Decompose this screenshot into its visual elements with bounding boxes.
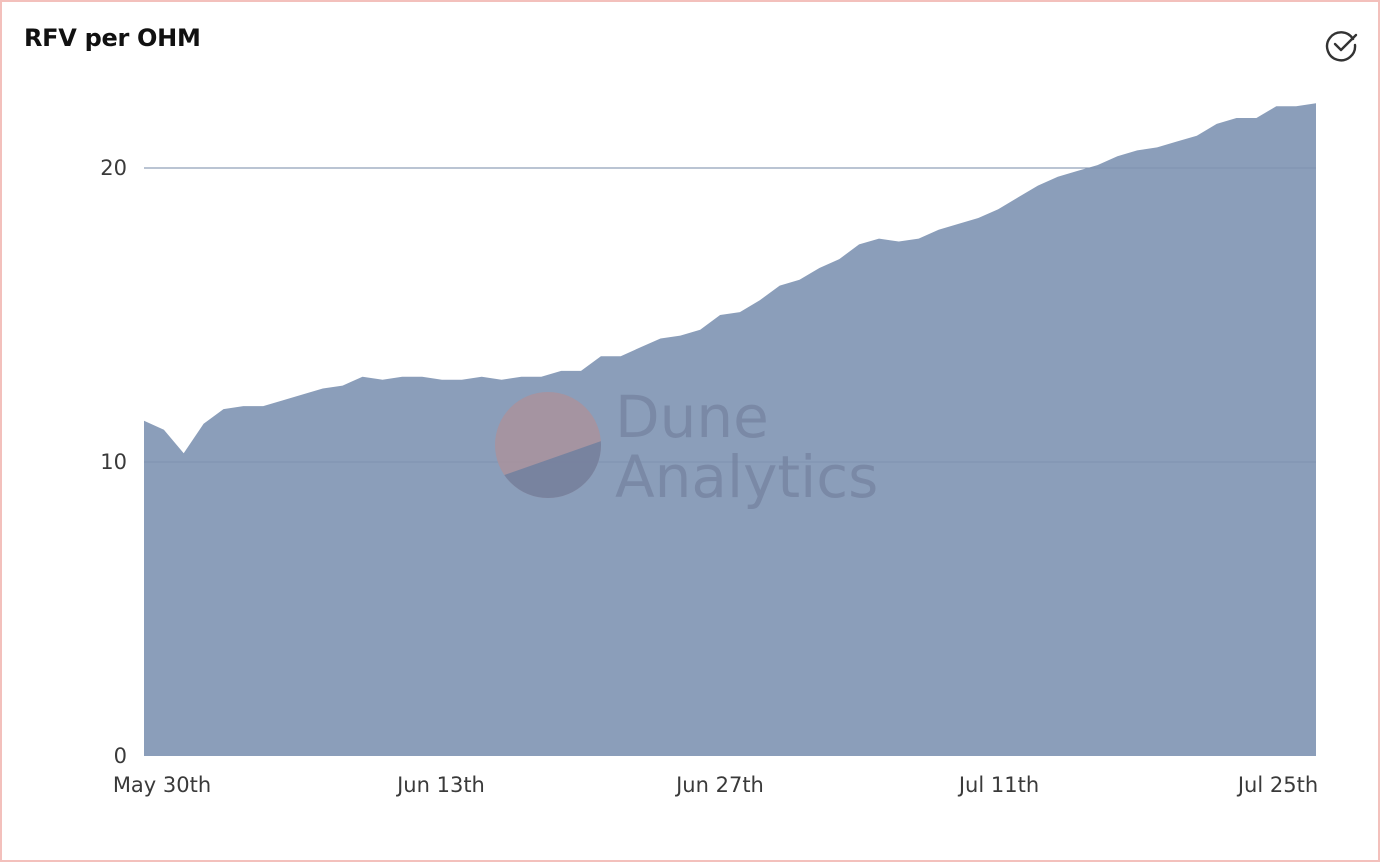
x-axis: May 30th Jun 13th Jun 27th Jul 11th Jul 25th: [113, 773, 1318, 797]
gridlines-overlay: [144, 167, 1316, 463]
x-tick-label: May 30th: [113, 773, 211, 797]
x-tick-label: Jul 11th: [957, 773, 1039, 797]
y-axis: 0 10 20: [100, 156, 127, 768]
panel-title: RFV per OHM: [24, 24, 201, 52]
x-tick-label: Jun 13th: [395, 773, 485, 797]
y-tick-label: 20: [100, 156, 127, 180]
x-tick-label: Jul 25th: [1236, 773, 1318, 797]
y-tick-label: 0: [114, 744, 127, 768]
area-series[interactable]: [144, 103, 1316, 757]
watermark-line1: Dune: [615, 383, 769, 451]
check-circle-icon[interactable]: [1324, 27, 1360, 63]
watermark-line2: Analytics: [615, 443, 878, 511]
y-tick-label: 10: [100, 450, 127, 474]
watermark: Dune Analytics: [495, 383, 878, 511]
x-tick-label: Jun 27th: [674, 773, 764, 797]
